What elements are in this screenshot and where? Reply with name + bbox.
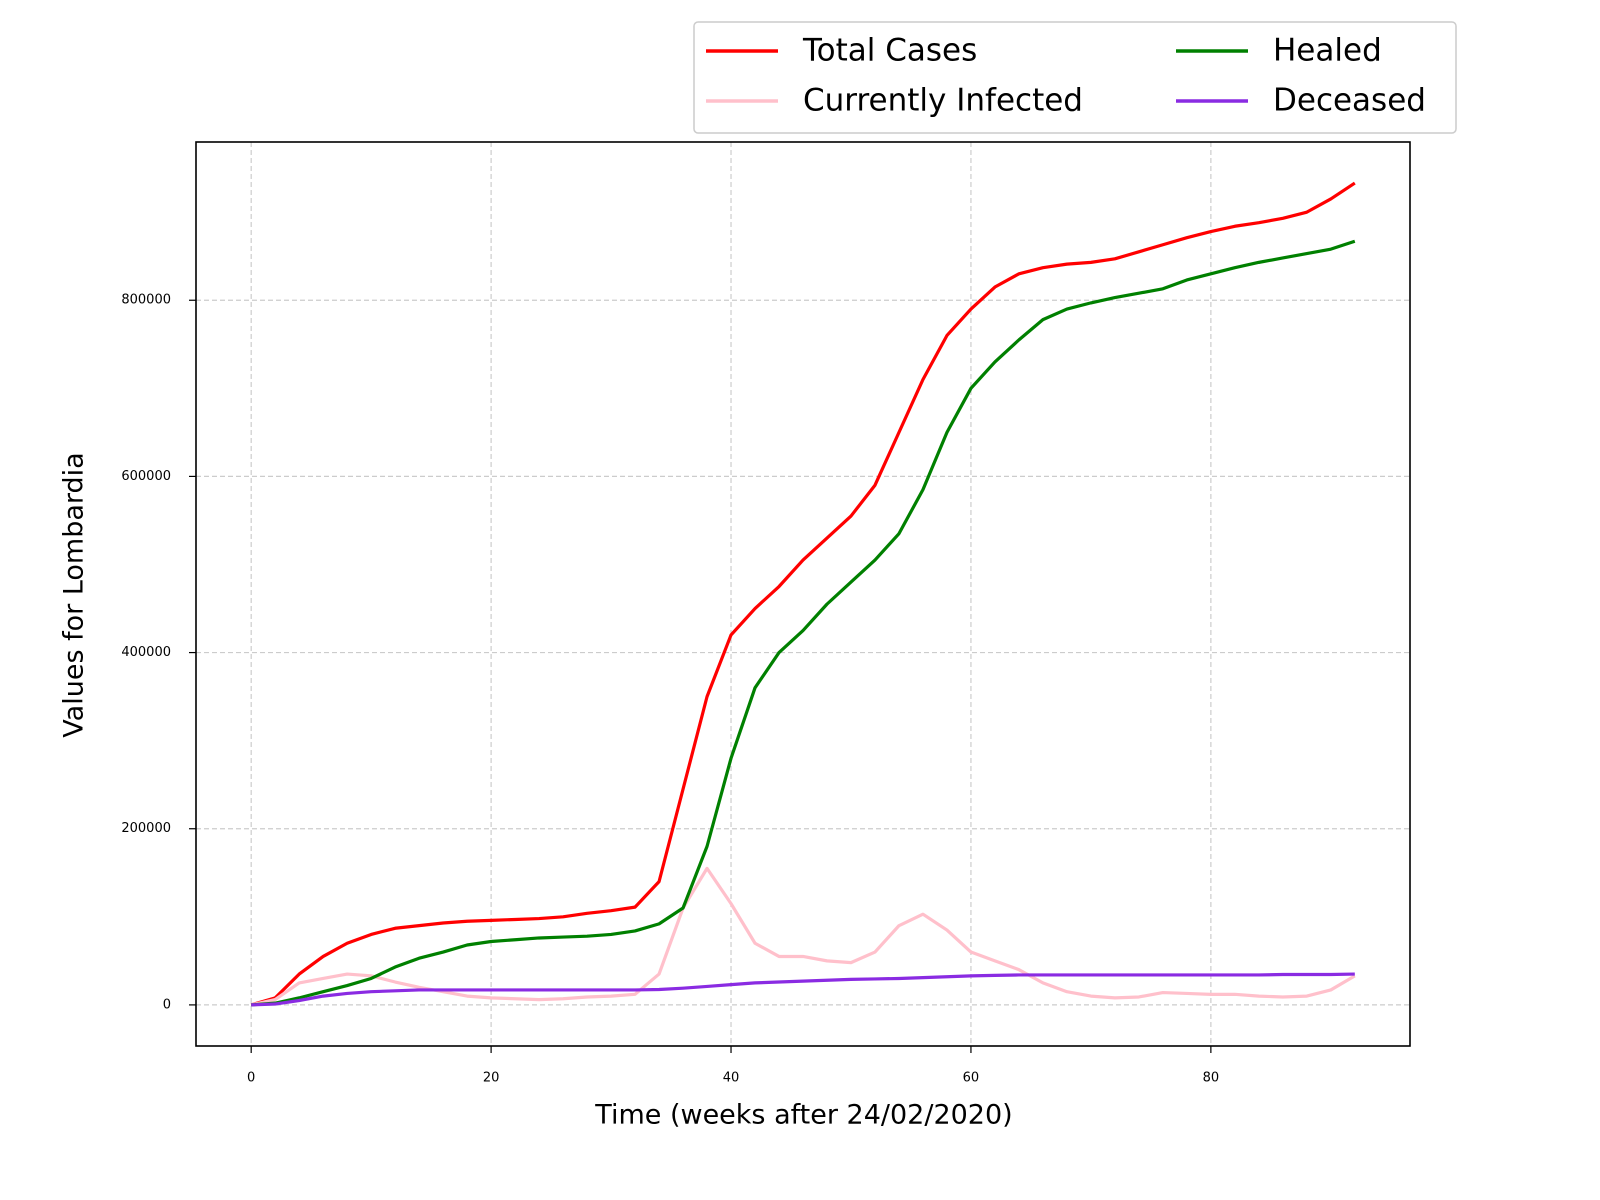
legend-box bbox=[693, 21, 1457, 134]
legend-label: Currently Infected bbox=[803, 83, 1083, 119]
x-tick-label: 0 bbox=[247, 1071, 255, 1086]
x-tick-label: 80 bbox=[1203, 1071, 1220, 1086]
y-tick-label: 0 bbox=[163, 997, 171, 1012]
x-tick-label: 20 bbox=[483, 1071, 500, 1086]
y-axis-label: Values for Lombardia bbox=[59, 452, 90, 737]
x-tick-label: 40 bbox=[723, 1071, 740, 1086]
legend-label: Total Cases bbox=[802, 33, 977, 69]
x-tick-label: 60 bbox=[963, 1071, 980, 1086]
y-tick-label: 400000 bbox=[121, 645, 171, 660]
series-line bbox=[251, 239, 1356, 1007]
series-line bbox=[250, 866, 1356, 1007]
y-tick-label: 800000 bbox=[121, 293, 171, 308]
legend-label: Deceased bbox=[1273, 83, 1426, 119]
legend-label: Healed bbox=[1273, 33, 1382, 69]
series-line bbox=[250, 181, 1356, 1007]
plot-frame bbox=[195, 141, 1411, 1047]
y-tick-label: 200000 bbox=[121, 821, 171, 836]
x-axis-label: Time (weeks after 24/02/2020) bbox=[594, 1100, 1012, 1131]
legend: Total Cases Currently Infected Healed Decea… bbox=[693, 21, 1457, 134]
series-line bbox=[251, 972, 1355, 1007]
y-tick-label: 600000 bbox=[121, 469, 171, 484]
